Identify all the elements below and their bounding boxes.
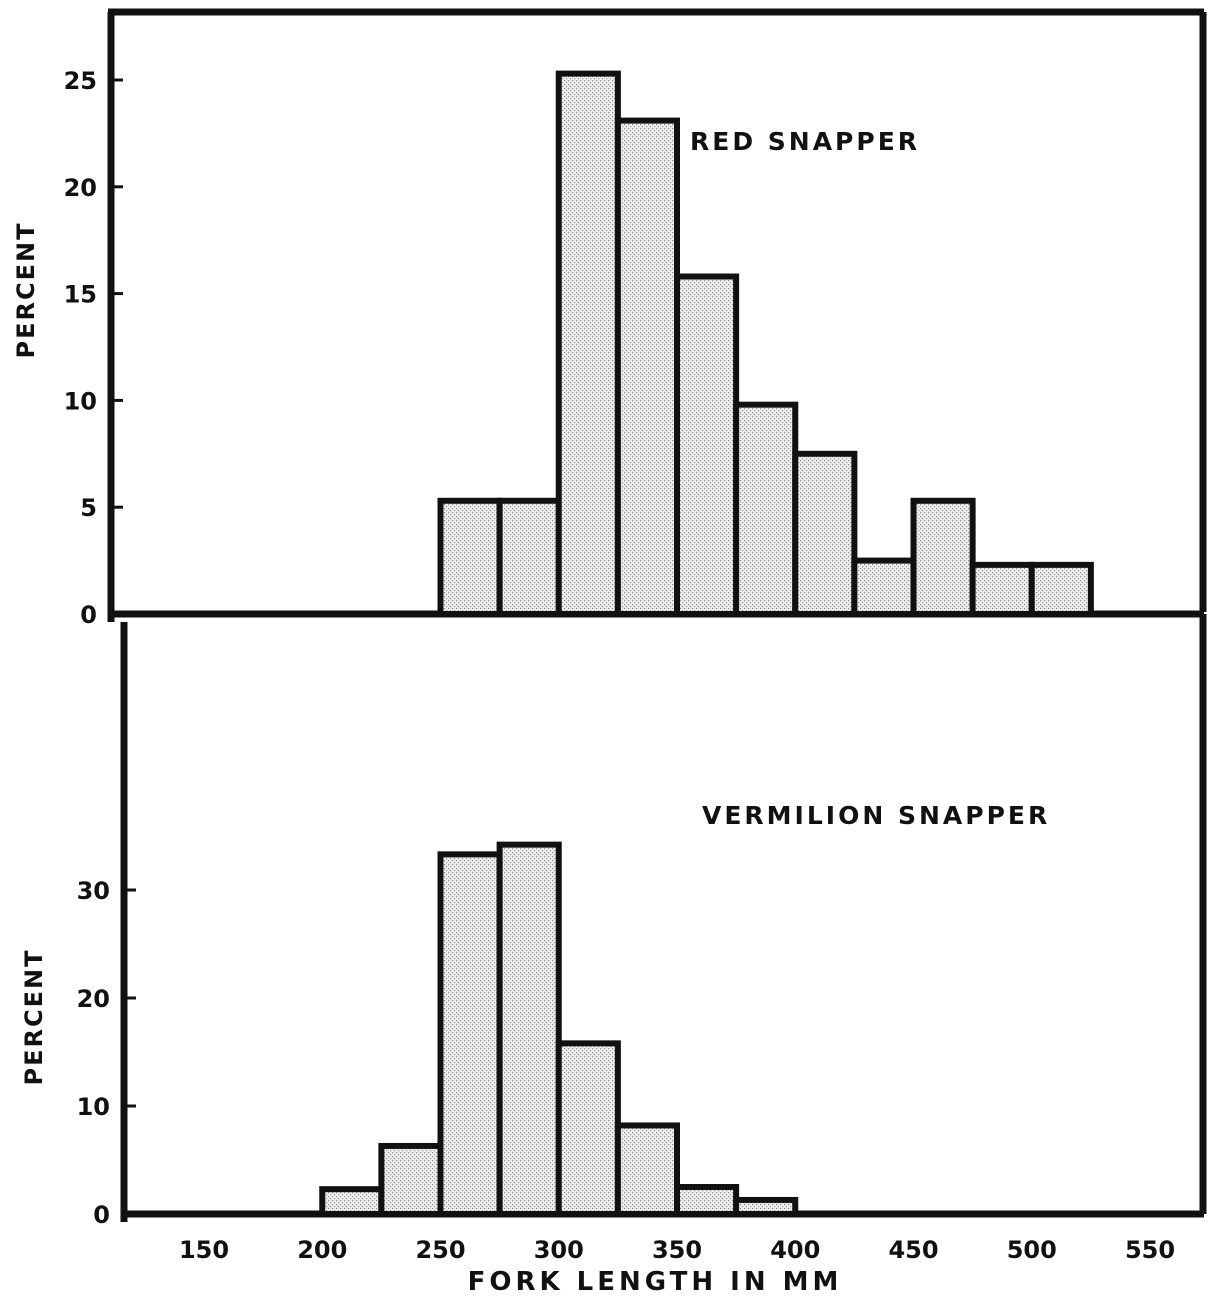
top-bar [910, 497, 976, 617]
top-y-tick-label: 20 [64, 174, 97, 202]
x-tick-label: 400 [770, 1236, 820, 1264]
top-bar [437, 497, 503, 617]
bottom-y-ticks: 0 10 20 30 [77, 877, 136, 1229]
top-bar [614, 117, 680, 617]
top-bar [674, 273, 740, 617]
x-tick-label: 550 [1125, 1236, 1175, 1264]
x-axis-title: FORK LENGTH IN MM [468, 1267, 843, 1297]
top-panel-title: RED SNAPPER [690, 127, 920, 156]
bottom-panel-title: VERMILION SNAPPER [702, 801, 1050, 830]
x-tick-label: 450 [888, 1236, 938, 1264]
bottom-bar [378, 1142, 444, 1217]
top-bar [792, 450, 858, 617]
top-y-tick-label: 0 [80, 601, 97, 629]
bottom-y-tick-label: 20 [77, 985, 110, 1013]
bottom-bar [319, 1186, 385, 1218]
top-bar [1028, 561, 1094, 618]
x-tick-label: 300 [534, 1236, 584, 1264]
bottom-bars [319, 841, 799, 1218]
top-y-tick-label: 25 [64, 67, 97, 95]
x-tick-label: 150 [179, 1236, 229, 1264]
x-tick-label: 250 [415, 1236, 465, 1264]
top-bar [733, 401, 799, 617]
x-tick-label: 500 [1007, 1236, 1057, 1264]
top-y-tick-label: 5 [80, 494, 97, 522]
x-tick-label: 350 [652, 1236, 702, 1264]
top-bar [496, 497, 562, 617]
bottom-bar [496, 841, 562, 1217]
top-bar [555, 70, 621, 618]
bottom-y-tick-label: 10 [77, 1093, 110, 1121]
bottom-bar [674, 1184, 740, 1217]
bottom-bar [733, 1196, 799, 1217]
top-y-tick-label: 15 [64, 281, 97, 309]
top-y-tick-label: 10 [64, 387, 97, 415]
bottom-bar [614, 1122, 680, 1217]
top-y-axis-title: PERCENT [12, 222, 40, 359]
top-bars [437, 70, 1094, 618]
bottom-bar [555, 1040, 621, 1217]
bottom-y-axis-title: PERCENT [20, 949, 48, 1086]
x-tick-label: 200 [297, 1236, 347, 1264]
bottom-y-tick-label: 30 [77, 877, 110, 905]
x-ticks: 150 200 250 300 350 400 450 500 550 [179, 1236, 1175, 1264]
bottom-bar [437, 851, 503, 1217]
top-y-ticks: 0 5 10 15 20 25 [64, 67, 123, 629]
bottom-y-tick-label: 0 [93, 1201, 110, 1229]
vermilion-snapper-panel: 0 10 20 30 150 200 250 300 350 400 450 500 550 VERM… [20, 614, 1207, 1297]
red-snapper-panel: 0 5 10 15 20 25 RED SNAPPER PERCENT [12, 8, 1207, 629]
top-bar [851, 557, 917, 617]
top-bar [969, 561, 1035, 618]
